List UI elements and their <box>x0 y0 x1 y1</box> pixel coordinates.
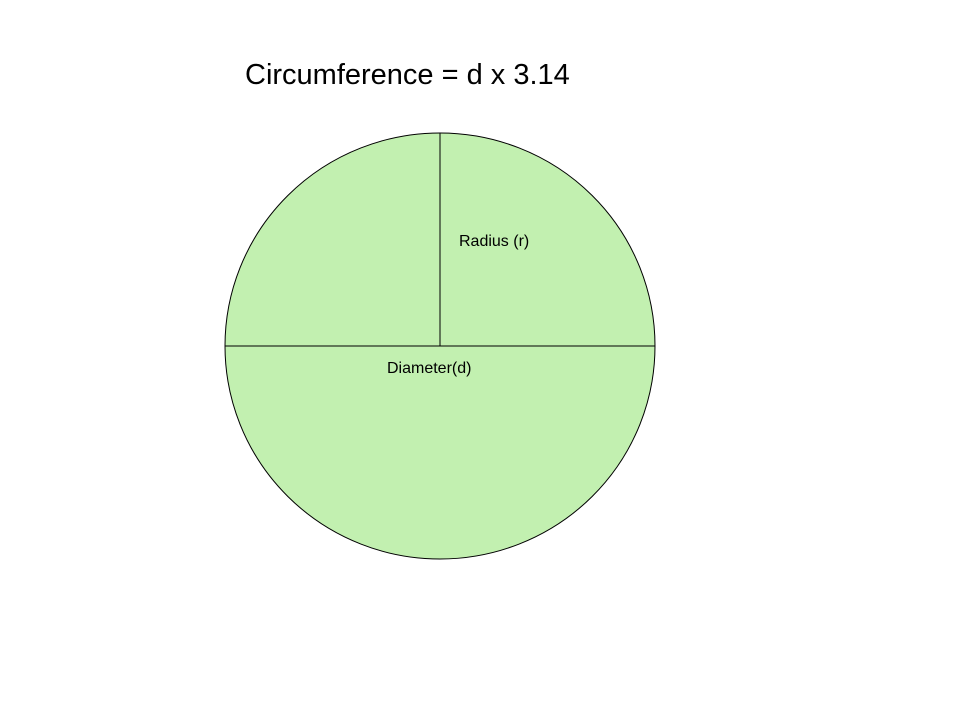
formula-title: Circumference = d x 3.14 <box>245 59 570 91</box>
radius-label: Radius (r) <box>459 233 529 250</box>
diameter-label: Diameter(d) <box>387 360 471 377</box>
